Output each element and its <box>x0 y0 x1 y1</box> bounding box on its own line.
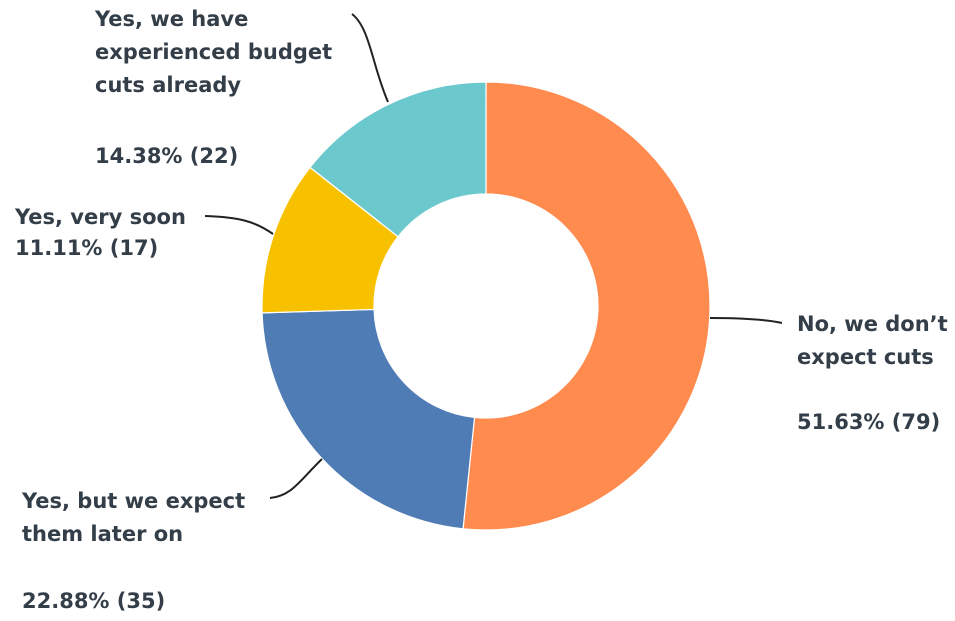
slice-label-already-cut-line-2: experienced budget <box>95 40 332 64</box>
slice-percent-already-cut: 14.38% (22) <box>95 144 238 168</box>
leader-lines-group <box>204 13 783 499</box>
leader-line-already-cut <box>351 13 389 103</box>
slice-label-expect-later-line-2: them later on <box>22 522 183 546</box>
slice-label-already-cut-line-1: Yes, we have <box>94 7 248 31</box>
slice-no-cuts <box>462 81 711 531</box>
slices-group <box>261 81 711 531</box>
slice-percent-no-cuts: 51.63% (79) <box>797 410 940 434</box>
slice-label-already-cut-line-3: cuts already <box>95 73 241 97</box>
leader-line-expect-later <box>269 458 323 499</box>
slice-percent-very-soon: 11.11% (17) <box>15 236 158 260</box>
slice-label-no-cuts-line-1: No, we don’t <box>797 312 948 336</box>
leader-line-very-soon <box>204 215 274 235</box>
labels-group: No, we don’t expect cuts 51.63% (79) Yes, b… <box>14 7 948 613</box>
slice-percent-expect-later: 22.88% (35) <box>22 589 165 613</box>
slice-label-expect-later-line-1: Yes, but we expect <box>21 489 245 513</box>
slice-already-cut <box>309 81 487 238</box>
slice-label-no-cuts-line-2: expect cuts <box>797 345 934 369</box>
leader-line-no-cuts <box>709 317 783 324</box>
slice-expect-later <box>261 308 476 530</box>
slice-label-very-soon-line-1: Yes, very soon <box>14 205 186 229</box>
